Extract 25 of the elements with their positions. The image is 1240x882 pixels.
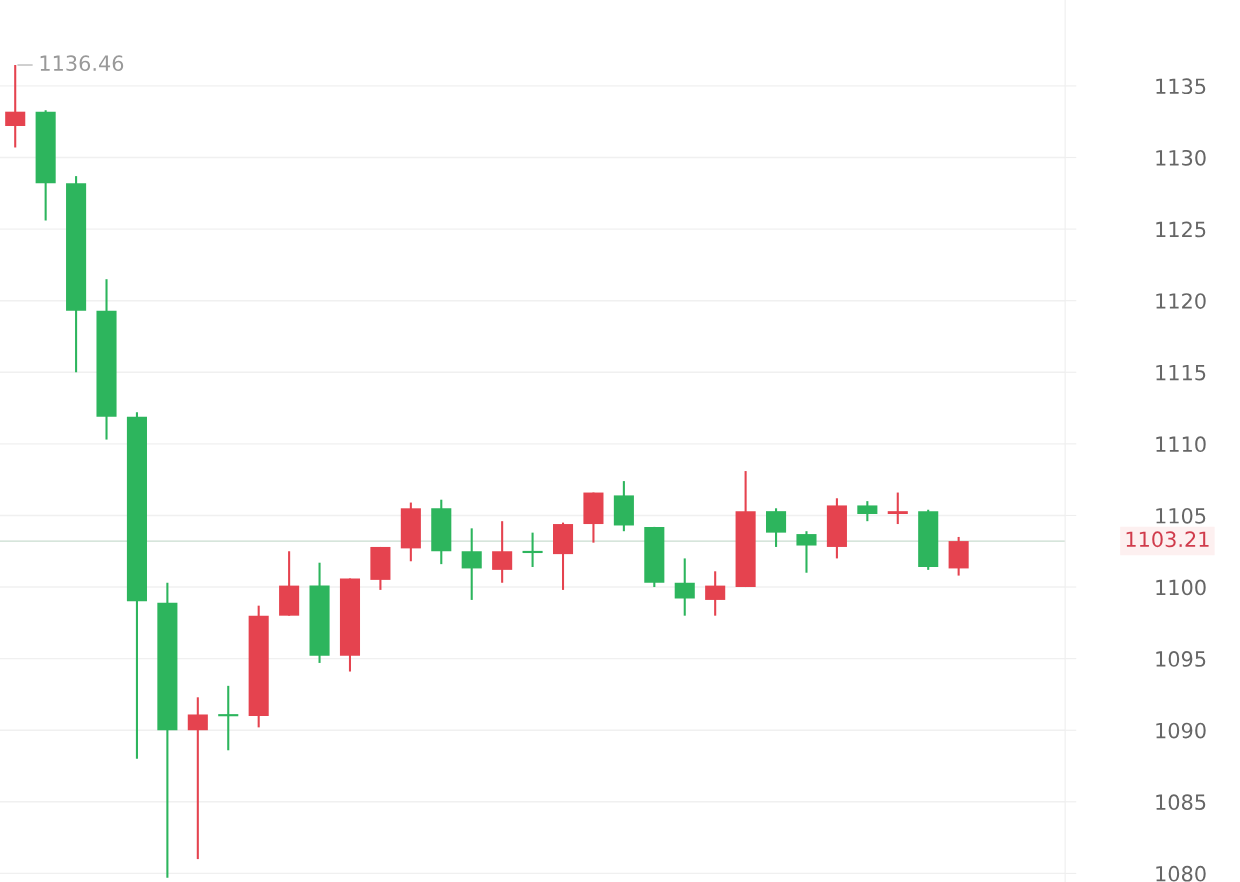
candlestick (461, 527, 482, 601)
candlestick (674, 557, 695, 617)
y-tick-label: 1105 (1156, 507, 1206, 524)
y-tick-label: 1090 (1156, 722, 1206, 739)
y-tick-label: 1085 (1156, 794, 1206, 811)
y-tick-label: 1120 (1156, 293, 1206, 309)
annotation: 1136.46 (40, 55, 124, 72)
y-tick-label: 1095 (1156, 651, 1206, 667)
candlestick (766, 507, 787, 548)
y-tick-label: 1135 (1156, 78, 1206, 95)
y-tick-label: 1080 (1156, 865, 1206, 882)
candlestick (218, 684, 239, 752)
y-tick-label: 1100 (1156, 579, 1206, 596)
candlestick (887, 491, 908, 526)
candlestick (796, 530, 817, 574)
candlestick (522, 531, 543, 569)
candlestick (705, 570, 726, 617)
ref-line-label: 1103.21 (1126, 531, 1209, 548)
y-tick-label: 1110 (1156, 436, 1206, 453)
candlestick (187, 696, 208, 861)
y-tick-label: 1125 (1156, 221, 1206, 238)
candlestick (857, 500, 878, 523)
y-tick-label: 1115 (1156, 365, 1206, 381)
y-tick-label: 1130 (1156, 149, 1206, 166)
candlestick (492, 520, 513, 584)
